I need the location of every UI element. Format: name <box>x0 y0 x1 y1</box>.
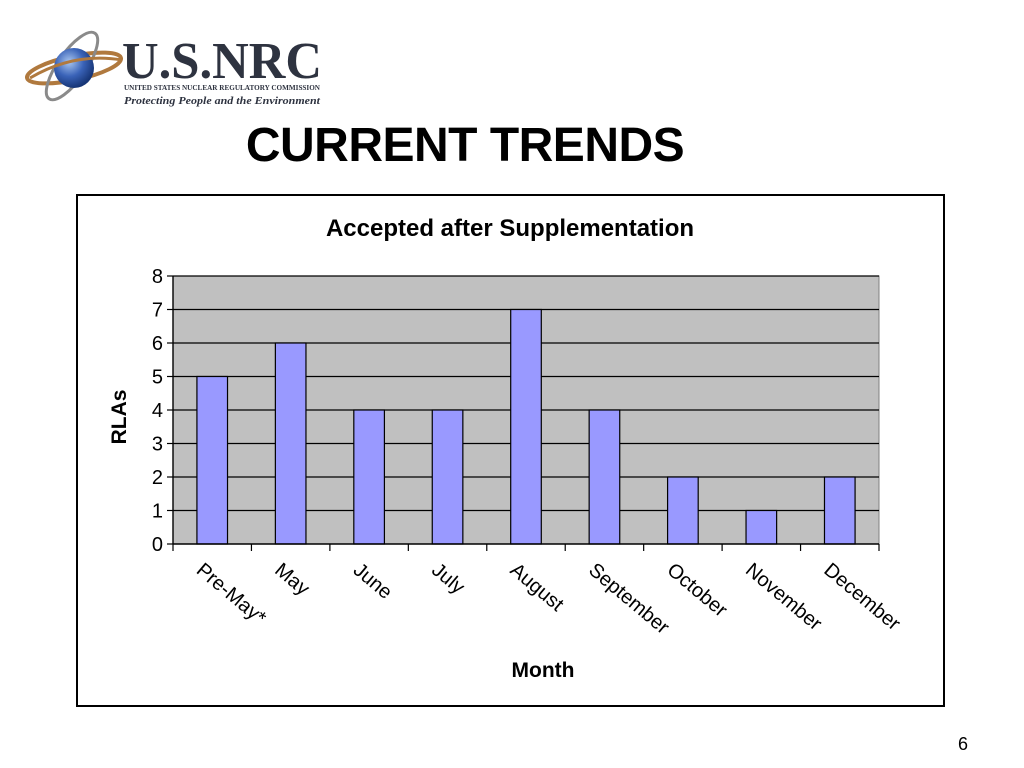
y-tick-label: 1 <box>152 501 163 523</box>
x-tick-label: Pre-May* <box>192 559 270 630</box>
logo-wordmark: U.S.NRC <box>122 33 322 90</box>
x-tick-label: October <box>663 559 732 622</box>
x-tick-label: August <box>506 559 568 616</box>
bar-august <box>510 308 542 545</box>
x-tick-labels: Pre-May* May June July August SeptemberOctobe… <box>192 559 905 639</box>
x-tick-label: September <box>584 559 673 639</box>
y-tick-label: 4 <box>152 400 163 422</box>
y-tick-label: 8 <box>152 266 163 288</box>
x-tick-label: June <box>349 559 396 604</box>
y-axis-label: RLAs <box>108 390 131 445</box>
axes <box>167 275 880 551</box>
x-tick-label: May <box>270 559 313 600</box>
y-tick-label: 2 <box>152 467 163 489</box>
bar-may <box>274 342 307 545</box>
bar-chart: Accepted after Supplementation 0 1 2 3 4 5 6 7 8… <box>108 215 905 682</box>
bar-july <box>431 409 464 545</box>
x-tick-label: July <box>427 559 468 599</box>
logo-agency: UNITED STATES NUCLEAR REGULATORY COMMISS… <box>124 83 321 92</box>
bar-september <box>588 409 621 545</box>
y-tick-labels: 0 1 2 3 4 5 6 7 8 <box>152 266 163 556</box>
nrc-logo: U.S.NRC UNITED STATES NUCLEAR REGULATORY… <box>24 30 322 107</box>
y-tick-label: 6 <box>152 333 163 355</box>
logo-tagline: Protecting People and the Environment <box>124 96 321 107</box>
slide-title: CURRENT TRENDS <box>245 119 685 172</box>
atom-globe-icon <box>24 30 124 102</box>
bar-november <box>745 509 778 545</box>
bars <box>196 308 856 545</box>
y-tick-label: 5 <box>152 367 163 389</box>
bar-october <box>666 476 699 545</box>
chart-title: Accepted after Supplementation <box>326 215 694 242</box>
y-tick-label: 0 <box>152 534 163 556</box>
x-axis-label: Month <box>512 659 575 682</box>
x-tick-label: December <box>820 559 905 635</box>
bar-june <box>353 409 386 545</box>
y-tick-label: 3 <box>152 434 163 456</box>
bar-december <box>823 476 856 545</box>
page-number: 6 <box>957 734 968 754</box>
y-tick-label: 7 <box>152 300 163 322</box>
x-tick-label: November <box>741 559 826 635</box>
bar-pre-may <box>196 375 229 545</box>
